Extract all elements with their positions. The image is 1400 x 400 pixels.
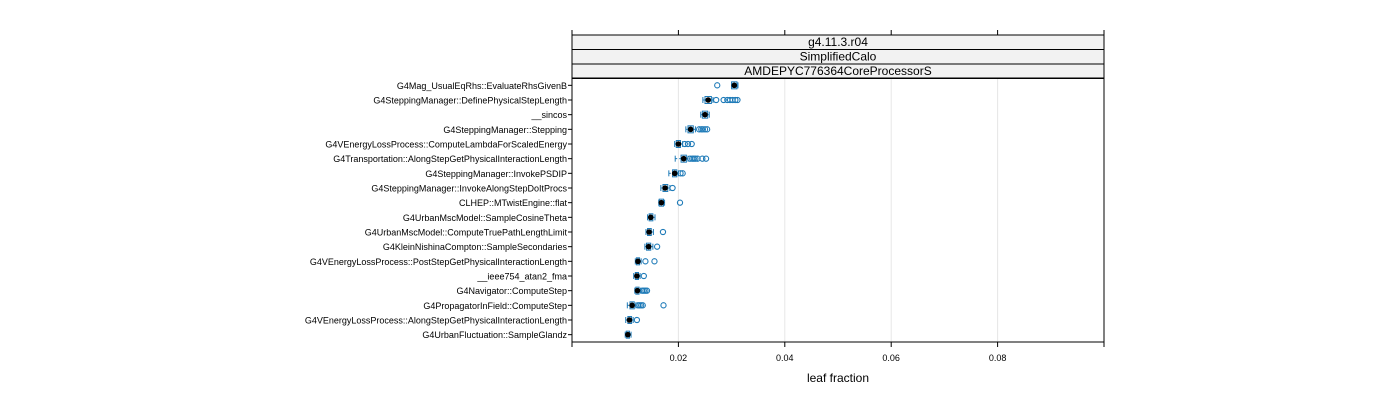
y-tick-label: G4SteppingManager::InvokeAlongStepDoItPr… (371, 184, 567, 194)
outlier-point (633, 316, 641, 324)
row-11: G4KleinNishinaCompton::SampleSecondaries (383, 242, 661, 252)
median-dot (625, 331, 631, 338)
strip-headers: g4.11.3.r04SimplifiedCaloAMDEPYC776364Co… (571, 34, 1105, 79)
median-dot (702, 111, 708, 118)
row-12: G4VEnergyLossProcess::PostStepGetPhysica… (310, 257, 658, 267)
x-tick-label-3: 0.08 (989, 353, 1007, 363)
y-tick-label: G4VEnergyLossProcess::ComputeLambdaForSc… (325, 140, 567, 150)
outlier-point (695, 126, 703, 133)
y-tick-label: G4VEnergyLossProcess::PostStepGetPhysica… (310, 257, 567, 267)
median-dot (731, 82, 738, 89)
y-tick-label: G4Transportation::AlongStepGetPhysicalIn… (333, 154, 567, 164)
row-14: G4Navigator::ComputeStep (456, 286, 651, 296)
outlier-point (692, 155, 699, 162)
median-dot (635, 258, 641, 265)
row-5: G4Transportation::AlongStepGetPhysicalIn… (333, 154, 710, 164)
row-16: G4VEnergyLossProcess::AlongStepGetPhysic… (305, 316, 641, 326)
outlier-point (677, 170, 684, 177)
outlier-point (713, 96, 720, 104)
outlier-point (688, 140, 695, 148)
median-dot (634, 287, 641, 294)
outlier-point (681, 140, 688, 148)
strip-label-0: g4.11.3.r04 (808, 35, 868, 49)
median-dot (626, 317, 633, 323)
median-dot (680, 155, 687, 162)
outlier-point (714, 82, 721, 89)
median-dot (634, 273, 640, 279)
median-dot (647, 214, 654, 221)
data-rows: G4Mag_UsualEqRhs::EvaluateRhsGivenBG4Ste… (305, 81, 741, 340)
median-dot (658, 199, 665, 206)
row-13: __ieee754_atan2_fma (476, 272, 647, 282)
outlier-point (640, 272, 647, 280)
x-axis-label: leaf fraction (807, 371, 869, 385)
outlier-point (639, 302, 646, 309)
outlier-point (734, 96, 741, 104)
outlier-point (699, 126, 707, 133)
x-tick-label-2: 0.06 (882, 353, 900, 363)
row-9: G4UrbanMscModel::SampleCosineTheta (403, 213, 656, 223)
x-axis: 0.02 0.04 0.06 0.08 (571, 30, 1105, 363)
outlier-point (720, 96, 727, 104)
y-tick-label: G4SteppingManager::DefinePhysicalStepLen… (373, 96, 567, 106)
median-dot (671, 170, 678, 177)
iqr-box (704, 96, 712, 104)
y-tick-label: G4VEnergyLossProcess::AlongStepGetPhysic… (305, 316, 567, 326)
outlier-point (660, 302, 667, 309)
row-10: G4UrbanMscModel::ComputeTruePathLengthLi… (365, 228, 667, 238)
row-0: G4Mag_UsualEqRhs::EvaluateRhsGivenB (397, 81, 739, 91)
y-tick-label: __ieee754_atan2_fma (476, 272, 567, 282)
row-1: G4SteppingManager::DefinePhysicalStepLen… (373, 96, 741, 106)
median-dot (662, 185, 668, 191)
median-dot (629, 302, 635, 309)
median-dot (705, 97, 711, 103)
y-tick-label: __sincos (530, 110, 567, 120)
y-tick-label: G4PropagatorInField::ComputeStep (423, 301, 567, 311)
outlier-point (653, 243, 661, 250)
row-4: G4VEnergyLossProcess::ComputeLambdaForSc… (325, 140, 695, 150)
outlier-point (703, 126, 711, 133)
outlier-point (732, 96, 739, 104)
row-2: __sincos (530, 110, 710, 120)
grid-lines (677, 78, 999, 342)
median-dot (646, 229, 652, 235)
median-dot (645, 243, 652, 250)
outlier-point (699, 155, 706, 162)
y-tick-label: G4SteppingManager::InvokePSDIP (425, 169, 567, 179)
strip-label-1: SimplifiedCalo (800, 50, 877, 64)
y-tick-label: G4Mag_UsualEqRhs::EvaluateRhsGivenB (397, 81, 567, 91)
row-3: G4SteppingManager::Stepping (443, 125, 711, 135)
outlier-point (701, 126, 709, 133)
y-tick-label: G4Navigator::ComputeStep (456, 286, 567, 296)
median-dot (675, 141, 682, 147)
outlier-point (702, 155, 710, 162)
row-17: G4UrbanFluctuation::SampleGlandz (422, 330, 632, 340)
y-tick-label: G4UrbanMscModel::ComputeTruePathLengthLi… (365, 228, 568, 238)
y-tick-label: G4KleinNishinaCompton::SampleSecondaries (383, 242, 568, 252)
row-7: G4SteppingManager::InvokeAlongStepDoItPr… (371, 184, 676, 194)
outlier-point (651, 258, 658, 265)
outlier-point (669, 184, 676, 192)
plot-frame (571, 77, 1105, 343)
row-8: CLHEP::MTwistEngine::flat (459, 198, 684, 208)
strip-label-2: AMDEPYC776364CoreProcessorS (744, 64, 931, 78)
y-tick-label: CLHEP::MTwistEngine::flat (459, 198, 568, 208)
outlier-point (643, 287, 651, 294)
outlier-point (659, 228, 667, 236)
outlier-point (642, 258, 649, 265)
row-6: G4SteppingManager::InvokePSDIP (425, 169, 686, 179)
y-tick-label: G4SteppingManager::Stepping (443, 125, 567, 135)
y-tick-label: G4UrbanMscModel::SampleCosineTheta (403, 213, 567, 223)
y-tick-label: G4UrbanFluctuation::SampleGlandz (422, 330, 567, 340)
median-dot (687, 126, 694, 133)
outlier-point (676, 199, 684, 206)
x-tick-label-1: 0.04 (776, 353, 794, 363)
outlier-point (679, 170, 686, 177)
row-15: G4PropagatorInField::ComputeStep (423, 301, 667, 311)
x-tick-label-0: 0.02 (670, 353, 688, 363)
outlier-point (684, 140, 692, 148)
